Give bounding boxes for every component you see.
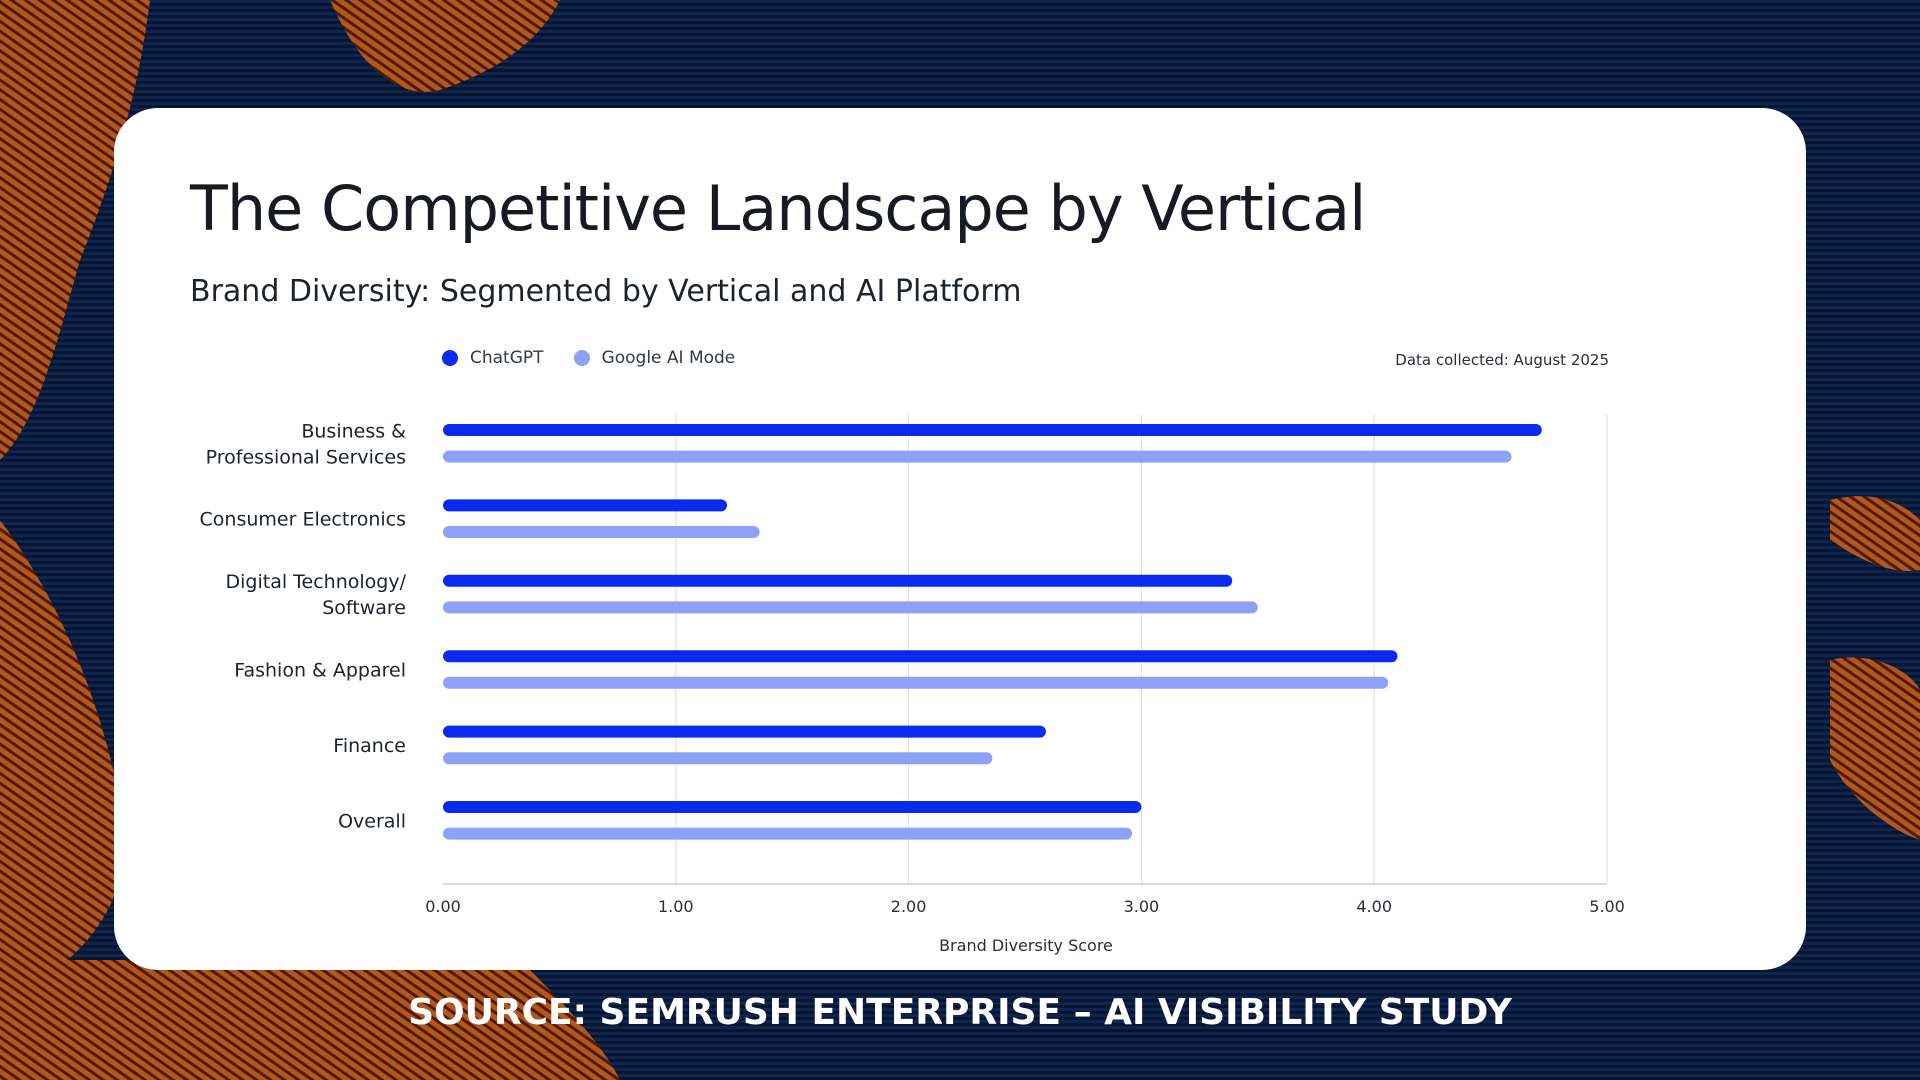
data-collected-note: Data collected: August 2025	[1395, 351, 1609, 369]
bar-chatgpt	[443, 499, 728, 512]
chart-legend: ChatGPT Google AI Mode	[442, 348, 765, 368]
bar-google-ai-mode	[443, 752, 993, 765]
x-tick-label: 2.00	[891, 897, 927, 916]
legend-dot-google-ai-mode	[573, 350, 590, 366]
chart-card	[114, 108, 1806, 970]
bar-google-ai-mode	[443, 601, 1258, 614]
sculpture-top-left	[0, 0, 150, 460]
category-label: Business &	[301, 420, 406, 442]
bar-chatgpt	[443, 801, 1142, 813]
category-label: Software	[322, 597, 406, 619]
legend-item-google-ai-mode: Google AI Mode	[573, 348, 736, 368]
legend-label-chatgpt: ChatGPT	[470, 348, 544, 368]
page-title: The Competitive Landscape by Vertical	[190, 172, 1366, 245]
sculpture-right-upper	[1830, 496, 1920, 571]
sculpture-bottom-left	[0, 960, 620, 1080]
source-caption: SOURCE: SEMRUSH ENTERPRISE – AI VISIBILI…	[408, 992, 1512, 1033]
x-tick-label: 1.00	[658, 897, 694, 916]
x-tick-label: 5.00	[1589, 897, 1625, 916]
x-tick-label: 4.00	[1356, 897, 1392, 916]
x-tick-label: 0.00	[425, 897, 461, 916]
x-axis-title: Brand Diversity Score	[939, 936, 1113, 955]
bar-chatgpt	[443, 424, 1542, 436]
legend-label-google-ai-mode: Google AI Mode	[601, 348, 736, 368]
bar-chatgpt	[443, 725, 1046, 738]
page-subtitle: Brand Diversity: Segmented by Vertical a…	[190, 274, 1022, 309]
legend-dot-chatgpt	[442, 350, 458, 366]
sculpture-left	[0, 520, 125, 1000]
legend-item-chatgpt: ChatGPT	[442, 348, 544, 368]
bar-google-ai-mode	[443, 827, 1133, 840]
category-label: Overall	[338, 810, 406, 832]
bar-google-ai-mode	[443, 676, 1389, 689]
bar-chatgpt	[443, 574, 1233, 587]
bar-google-ai-mode	[443, 526, 760, 538]
category-label: Professional Services	[206, 446, 406, 468]
category-label: Digital Technology/	[226, 571, 407, 593]
sculpture-right-lower	[1830, 657, 1920, 840]
sculpture-top	[330, 0, 560, 92]
category-label: Consumer Electronics	[200, 509, 406, 531]
category-label: Fashion & Apparel	[234, 660, 406, 682]
bar-google-ai-mode	[443, 450, 1512, 463]
category-label: Finance	[333, 735, 406, 757]
x-tick-label: 3.00	[1124, 897, 1160, 916]
bar-chatgpt	[443, 650, 1398, 663]
